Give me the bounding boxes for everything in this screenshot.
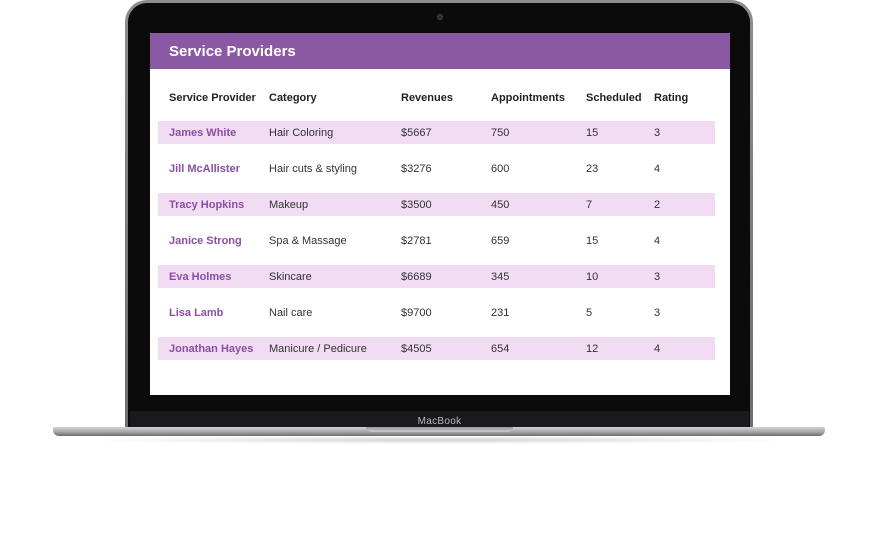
appointments-cell: 231 [491,306,510,319]
provider-name[interactable]: Janice Strong [169,234,242,247]
column-header-scheduled[interactable]: Scheduled [586,92,642,104]
provider-name[interactable]: Tracy Hopkins [158,193,269,216]
category-cell: Makeup [269,193,401,216]
provider-name[interactable]: Jill McAllister [169,162,240,175]
app-header: Service Providers [150,33,730,69]
app-screen: Service Providers Service Provider Categ… [150,33,730,395]
page-title: Service Providers [169,42,296,60]
category-cell: Manicure / Pedicure [269,337,401,360]
appointments-cell: 600 [491,162,510,175]
revenues-cell: $3500 [401,193,491,216]
table-row[interactable]: Eva Holmes Skincare $6689 345 10 3 [158,265,715,288]
rating-cell: 4 [654,162,661,175]
provider-name[interactable]: Eva Holmes [158,265,269,288]
appointments-cell: 345 [491,265,586,288]
scheduled-cell: 7 [586,193,654,216]
provider-name[interactable]: Lisa Lamb [169,306,224,319]
table-row[interactable]: James White Hair Coloring $5667 750 15 3 [158,121,715,144]
rating-cell: 3 [654,306,661,319]
scheduled-cell: 12 [586,337,654,360]
appointments-cell: 750 [491,121,586,144]
appointments-cell: 659 [491,234,510,247]
service-providers-table: Service Provider Category Revenues Appoi… [158,75,715,373]
scheduled-cell: 10 [586,265,654,288]
column-header-service-provider[interactable]: Service Provider [169,92,256,104]
rating-cell: 4 [654,337,715,360]
table-row[interactable]: Jonathan Hayes Manicure / Pedicure $4505… [158,337,715,360]
rating-cell: 4 [654,234,661,247]
table-row[interactable]: Lisa Lamb Nail care $9700 231 5 3 [158,301,715,324]
appointments-cell: 654 [491,337,586,360]
table-row[interactable]: Jill McAllister Hair cuts & styling $327… [158,157,715,180]
rating-cell: 3 [654,265,715,288]
category-cell: Hair cuts & styling [269,162,358,175]
camera-icon [437,14,443,20]
rating-cell: 3 [654,121,715,144]
table-row[interactable]: Tracy Hopkins Makeup $3500 450 7 2 [158,193,715,216]
device-brand-label: MacBook [417,416,462,427]
column-header-appointments[interactable]: Appointments [491,92,565,104]
revenues-cell: $9700 [401,306,432,319]
scheduled-cell: 15 [586,121,654,144]
category-cell: Skincare [269,265,401,288]
provider-name[interactable]: James White [158,121,269,144]
revenues-cell: $3276 [401,162,432,175]
category-cell: Nail care [269,306,313,319]
scheduled-cell: 23 [586,162,599,175]
column-header-rating[interactable]: Rating [654,92,689,104]
table-row[interactable]: Janice Strong Spa & Massage $2781 659 15… [158,229,715,252]
category-cell: Hair Coloring [269,121,401,144]
bezel-bottom-strip: MacBook [130,411,749,427]
laptop-shadow [80,436,800,444]
appointments-cell: 450 [491,193,586,216]
column-header-revenues[interactable]: Revenues [401,92,453,104]
revenues-cell: $2781 [401,234,432,247]
category-cell: Spa & Massage [269,234,347,247]
provider-name[interactable]: Jonathan Hayes [158,337,269,360]
table-header-row: Service Provider Category Revenues Appoi… [158,88,715,108]
scheduled-cell: 15 [586,234,599,247]
laptop-hinge-notch [366,427,513,432]
column-header-category[interactable]: Category [269,92,317,104]
revenues-cell: $5667 [401,121,491,144]
revenues-cell: $6689 [401,265,491,288]
scheduled-cell: 5 [586,306,593,319]
revenues-cell: $4505 [401,337,491,360]
rating-cell: 2 [654,193,715,216]
